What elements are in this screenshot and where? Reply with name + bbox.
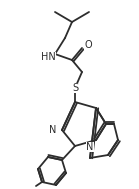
Text: HN: HN bbox=[41, 52, 55, 62]
Text: N: N bbox=[49, 125, 57, 135]
Text: S: S bbox=[72, 83, 78, 93]
Text: N: N bbox=[86, 142, 94, 152]
Text: O: O bbox=[84, 40, 92, 50]
